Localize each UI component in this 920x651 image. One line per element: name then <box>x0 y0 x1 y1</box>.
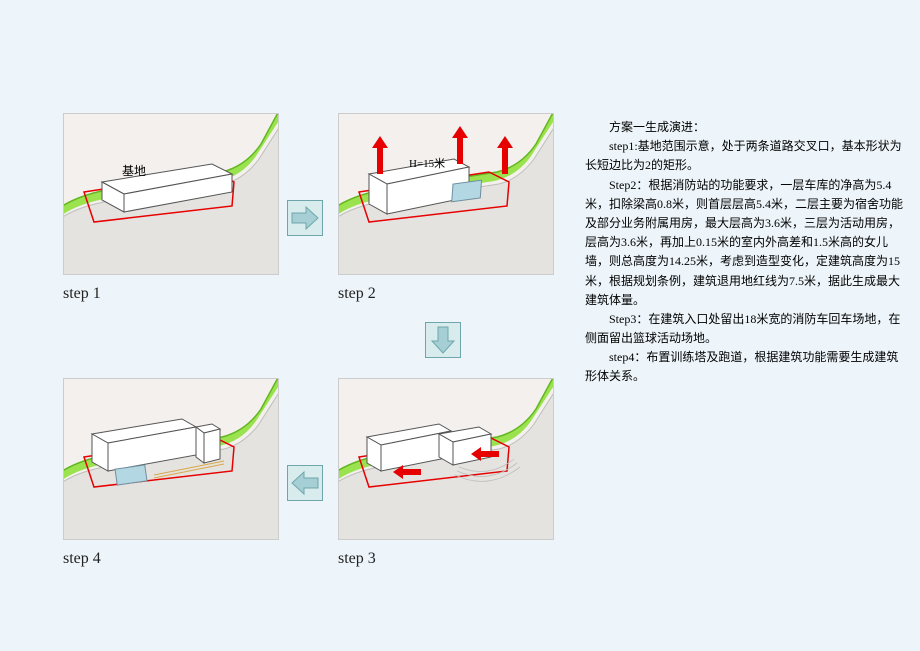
text-step4: step4：布置训练塔及跑道，根据建筑功能需要生成建筑形体关系。 <box>585 348 905 386</box>
label-step2: step 2 <box>338 285 376 303</box>
description-text: 方案一生成演进： step1:基地范围示意，处于两条道路交叉口，基本形状为长短边… <box>585 118 905 387</box>
panel-step4 <box>63 378 279 540</box>
svg-text:基地: 基地 <box>122 164 146 178</box>
text-step3: Step3：在建筑入口处留出18米宽的消防车回车场地，在侧面留出篮球活动场地。 <box>585 310 905 348</box>
arrow-3-to-4 <box>287 465 323 501</box>
label-step3: step 3 <box>338 550 376 568</box>
text-title: 方案一生成演进： <box>585 118 905 137</box>
label-step1: step 1 <box>63 285 101 303</box>
panel-step2: H=15米 <box>338 113 554 275</box>
text-step1: step1:基地范围示意，处于两条道路交叉口，基本形状为长短边比为2的矩形。 <box>585 137 905 175</box>
label-step4: step 4 <box>63 550 101 568</box>
panel-step3 <box>338 378 554 540</box>
svg-text:H=15米: H=15米 <box>409 157 445 170</box>
arrow-1-to-2 <box>287 200 323 236</box>
text-step2: Step2：根据消防站的功能要求，一层车库的净高为5.4米，扣除梁高0.8米，则… <box>585 176 905 310</box>
panel-step1: 基地 <box>63 113 279 275</box>
arrow-2-to-3 <box>425 322 461 358</box>
